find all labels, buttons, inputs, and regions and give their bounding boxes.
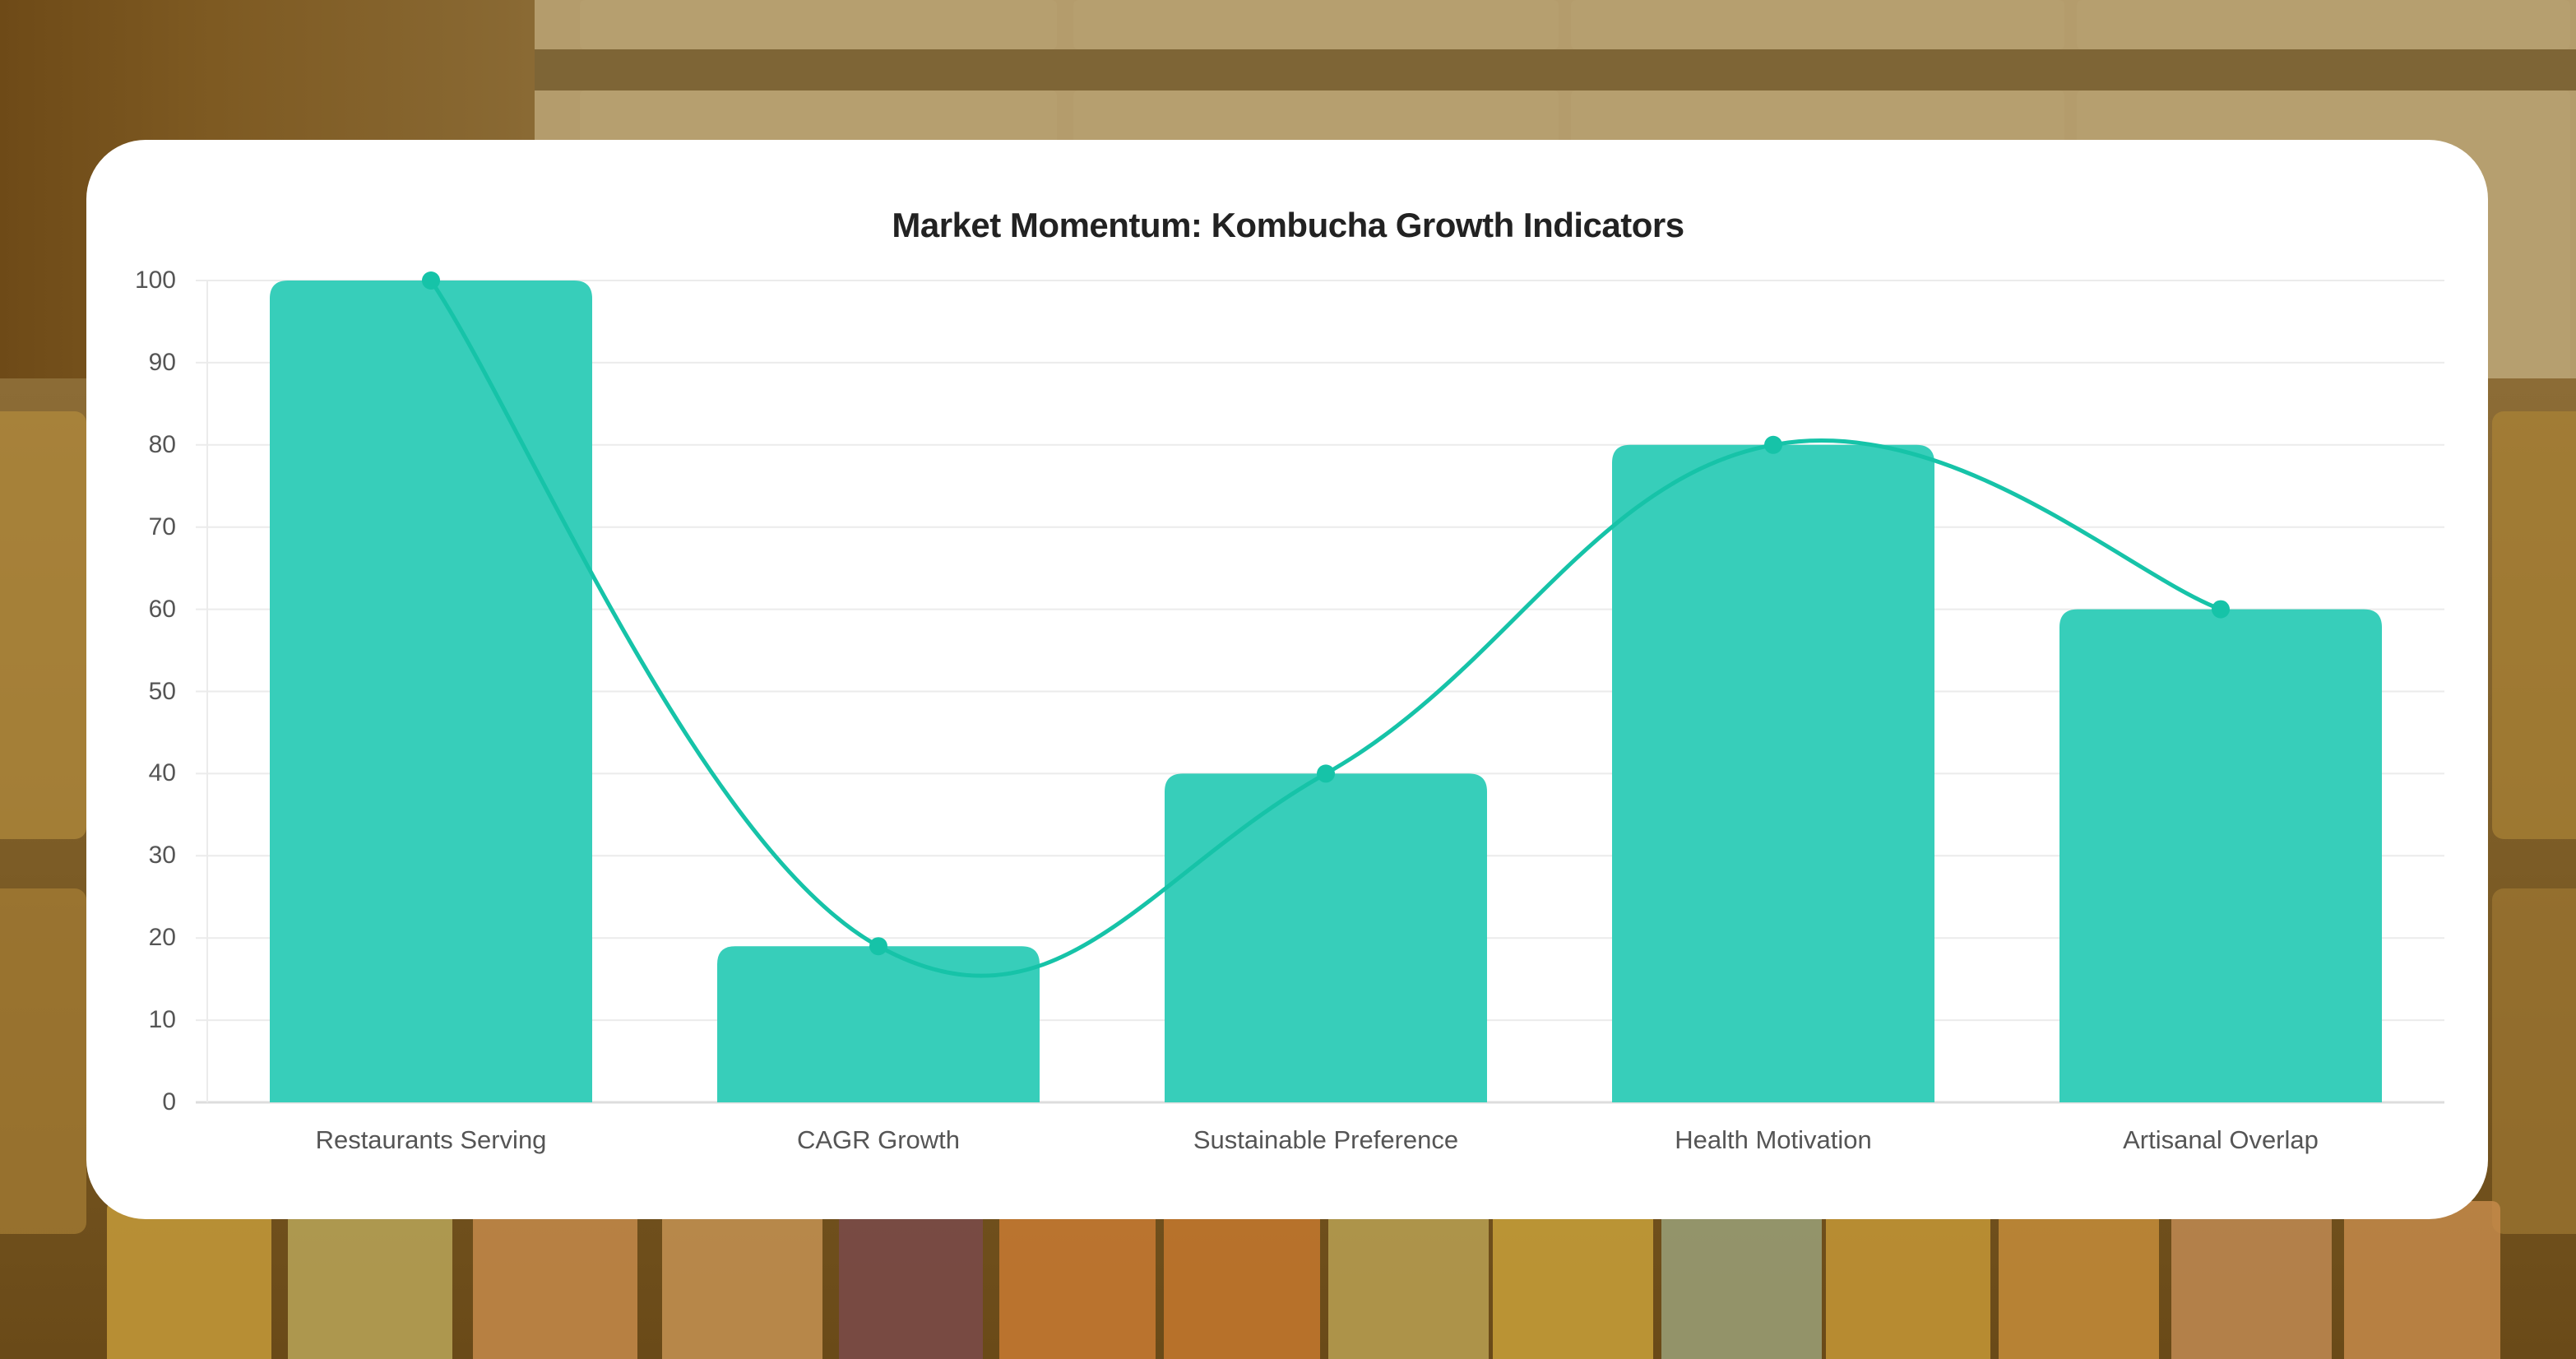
x-tick-label: Artisanal Overlap xyxy=(2123,1125,2319,1154)
y-tick-label: 80 xyxy=(148,430,176,458)
x-tick-label: CAGR Growth xyxy=(796,1125,961,1154)
y-tick-label: 30 xyxy=(148,842,176,870)
y-tick-label: 60 xyxy=(148,595,176,623)
bar[interactable] xyxy=(1165,773,1487,1102)
trend-point[interactable] xyxy=(2212,600,2230,619)
bar[interactable] xyxy=(717,946,1040,1102)
trend-point[interactable] xyxy=(422,271,440,290)
trend-point[interactable] xyxy=(1317,764,1335,783)
x-tick-label: Restaurants Serving xyxy=(315,1125,547,1154)
x-tick-label: Sustainable Preference xyxy=(1193,1125,1459,1154)
chart-title: Market Momentum: Kombucha Growth Indicat… xyxy=(892,206,1684,244)
y-tick-label: 20 xyxy=(148,924,176,952)
y-tick-label: 10 xyxy=(148,1006,176,1034)
y-tick-label: 50 xyxy=(148,677,176,705)
y-tick-label: 70 xyxy=(148,513,176,540)
y-tick-label: 0 xyxy=(162,1088,176,1115)
y-tick-label: 100 xyxy=(134,267,176,294)
bar[interactable] xyxy=(1612,444,1934,1102)
trend-point[interactable] xyxy=(1764,435,1782,454)
bar[interactable] xyxy=(270,281,592,1102)
trend-line xyxy=(429,279,2222,978)
bar[interactable] xyxy=(2059,609,2382,1102)
y-tick-label: 90 xyxy=(148,348,176,376)
trend-point[interactable] xyxy=(869,937,887,956)
x-tick-label: Health Motivation xyxy=(1675,1125,1872,1154)
y-tick-label: 40 xyxy=(148,759,176,787)
